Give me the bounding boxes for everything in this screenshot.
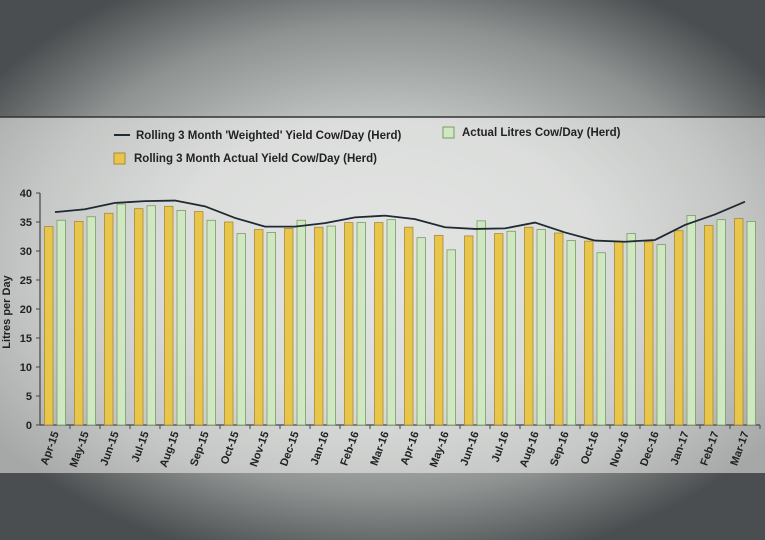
bar-rolling-actual (374, 222, 384, 426)
bar-actual-litres (716, 219, 726, 426)
y-tick-label: 35 (20, 217, 32, 229)
bar-actual-litres (416, 237, 426, 426)
bar-rolling-actual (44, 226, 54, 426)
bar-rolling-actual (494, 233, 504, 426)
bars (44, 203, 756, 426)
bar-actual-litres (566, 240, 576, 426)
bar-actual-litres (266, 232, 276, 426)
y-tick-label: 40 (20, 188, 32, 200)
bar-actual-litres (326, 225, 336, 426)
bar-rolling-actual (344, 222, 354, 426)
bar-rolling-actual (584, 240, 594, 426)
bar-rolling-actual (674, 230, 684, 426)
bar-rolling-actual (404, 226, 414, 426)
y-tick-labels: 0 5 10 15 20 25 30 35 40 (20, 188, 40, 432)
bar-rolling-actual (644, 241, 654, 426)
bar-actual-litres (626, 233, 636, 426)
bar-actual-litres (236, 233, 246, 426)
bar-rolling-actual (524, 226, 534, 426)
bar-rolling-actual (554, 232, 564, 426)
y-tick-label: 0 (26, 420, 32, 432)
y-tick-label: 10 (20, 362, 32, 374)
bar-rolling-actual (224, 221, 234, 426)
bar-rolling-actual (734, 218, 744, 426)
bar-actual-litres (146, 205, 156, 426)
bar-actual-litres (446, 249, 456, 426)
bar-rolling-actual (74, 221, 84, 426)
bar-actual-litres (386, 219, 396, 426)
bar-rolling-actual (134, 208, 144, 426)
bar-rolling-actual (284, 227, 294, 426)
bar-actual-litres (746, 221, 756, 426)
bar-actual-litres (536, 229, 546, 426)
bar-rolling-actual (104, 212, 114, 426)
bar-rolling-actual (614, 241, 624, 426)
legend-rolling-swatch (113, 152, 126, 165)
bar-actual-litres (116, 203, 126, 426)
bar-actual-litres (506, 230, 516, 426)
legend: Rolling 3 Month 'Weighted' Yield Cow/Day… (113, 126, 621, 165)
y-tick-label: 25 (20, 275, 32, 287)
bar-rolling-actual (194, 211, 204, 426)
legend-actual-swatch (442, 126, 455, 139)
bar-rolling-actual (704, 225, 714, 426)
legend-actual-label: Actual Litres Cow/Day (Herd) (462, 127, 621, 139)
bar-actual-litres (356, 222, 366, 426)
bar-actual-litres (596, 252, 606, 426)
y-tick-label: 15 (20, 333, 32, 345)
bar-actual-litres (176, 209, 186, 426)
bar-actual-litres (476, 220, 486, 426)
bar-rolling-actual (464, 235, 474, 426)
bar-rolling-actual (314, 226, 324, 426)
bar-rolling-actual (254, 229, 264, 426)
bar-actual-litres (686, 215, 696, 426)
weighted-line (54, 199, 746, 243)
bar-rolling-actual (164, 205, 174, 426)
y-tick-label: 30 (20, 246, 32, 258)
y-axis-label: Litres per Day (1, 274, 13, 348)
bar-actual-litres (86, 216, 96, 426)
bar-actual-litres (296, 219, 306, 426)
bar-rolling-actual (434, 234, 444, 426)
legend-rolling-label: Rolling 3 Month Actual Yield Cow/Day (He… (134, 153, 377, 165)
bar-actual-litres (656, 244, 666, 426)
y-tick-label: 5 (26, 391, 32, 403)
y-tick-label: 20 (20, 304, 32, 316)
bar-actual-litres (206, 219, 216, 426)
bar-actual-litres (56, 219, 66, 426)
weighted-yield-line (54, 199, 746, 243)
legend-weighted-label: Rolling 3 Month 'Weighted' Yield Cow/Day… (136, 130, 401, 142)
